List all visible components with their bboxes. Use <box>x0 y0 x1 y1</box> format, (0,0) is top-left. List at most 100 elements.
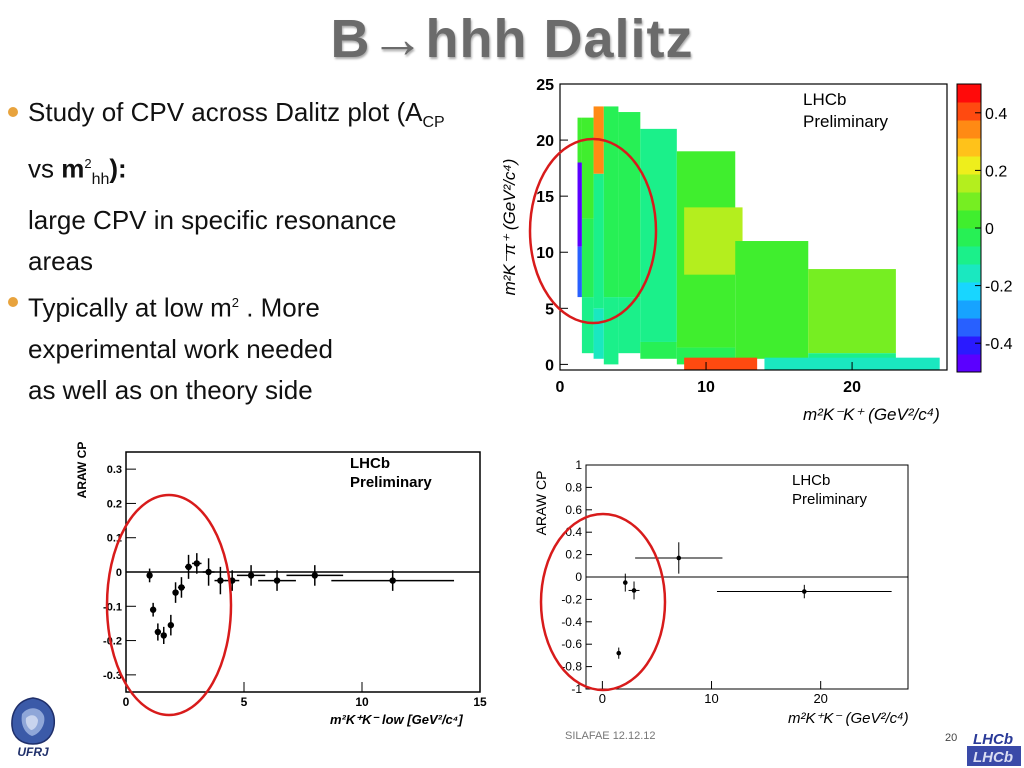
bullet-list: Study of CPV across Dalitz plot (ACP vs … <box>8 92 548 411</box>
y-tick-label: 0.2 <box>107 498 122 510</box>
colorbar-tick-label: 0.2 <box>985 163 1007 180</box>
heatmap-cell <box>735 241 809 359</box>
colorbar-segment <box>957 354 981 373</box>
heatmap-cell <box>640 341 677 359</box>
chart-label: LHCb <box>350 455 390 472</box>
heatmap-cell <box>603 106 619 298</box>
data-point <box>273 577 281 584</box>
y-tick-label: 15 <box>536 189 554 206</box>
y-tick-label: 0.3 <box>107 464 122 476</box>
bullet-text: . More <box>238 292 320 323</box>
bullet-item: Study of CPV across Dalitz plot (ACP vs … <box>8 92 548 282</box>
acp-vs-mkk-chart: 0 10 20 1 0.8 0.6 0.4 0.2 0 -0.2 -0.4 -0.6 -0.8 -1 LHC… <box>533 458 909 727</box>
y-tick-label: 0 <box>545 357 554 374</box>
data-point <box>154 628 162 636</box>
data-point <box>160 632 167 639</box>
y-tick-label: 10 <box>536 245 554 262</box>
x-tick-label: 10 <box>697 379 715 396</box>
bullet-text: large CPV in specific resonance <box>28 205 397 236</box>
colorbar-segment <box>957 264 981 283</box>
x-tick-label: 15 <box>473 695 487 709</box>
lhcb-logo: LHCb LHCb <box>965 728 1023 768</box>
bullet-text: as well as on theory side <box>28 374 313 405</box>
colorbar-tick-label: -0.2 <box>985 279 1013 296</box>
data-point <box>205 568 212 576</box>
heatmap-cell <box>808 269 896 354</box>
plot-border <box>559 83 948 371</box>
bullet-bold: m <box>61 153 85 184</box>
x-axis-label: m²K⁺K⁻ (GeV²/c⁴) <box>788 710 909 727</box>
y-tick-label: 1 <box>575 458 582 472</box>
svg-text:LHCb: LHCb <box>973 749 1013 766</box>
colorbar-segment <box>957 156 981 175</box>
data-point <box>217 577 224 584</box>
data-point <box>616 650 622 656</box>
y-tick-label: -0.2 <box>561 592 582 606</box>
y-tick-label: 25 <box>536 77 554 94</box>
chart-label: Preliminary <box>350 474 432 491</box>
chart-label: Preliminary <box>792 491 868 508</box>
x-tick-label: 5 <box>241 695 248 709</box>
acp-vs-mkk-low-chart: 0 5 10 150.30.20.10-0.1-0.2-0.3LHCbPrelimin… <box>75 442 487 727</box>
footer-date: SILAFAE 12.12.12 <box>565 730 656 742</box>
data-point <box>167 621 175 629</box>
x-tick-label: 20 <box>843 379 861 396</box>
chart-label: LHCb <box>803 90 846 109</box>
heatmap-cell <box>640 128 677 342</box>
data-point <box>247 572 255 579</box>
data-point <box>676 555 682 561</box>
data-point <box>193 560 200 567</box>
heatmap-cell <box>603 297 619 365</box>
bullet-subscript: CP <box>422 114 445 132</box>
y-tick-label: 20 <box>536 133 554 150</box>
y-tick-label: 0.2 <box>565 548 582 562</box>
colorbar-tick-label: 0.4 <box>985 106 1007 123</box>
y-tick-label: -0.3 <box>103 670 122 682</box>
heatmap-cell <box>581 117 594 219</box>
heatmap-cell <box>581 297 594 354</box>
data-point <box>622 580 628 585</box>
colorbar-tick-label: -0.4 <box>985 336 1013 353</box>
data-point <box>311 572 318 579</box>
data-point <box>146 572 153 579</box>
bullet-text: areas <box>28 246 94 277</box>
y-axis-label: m²K⁻π⁺ (GeV²/c⁴) <box>500 159 519 296</box>
y-axis-label: ARAW CP <box>533 471 549 536</box>
chart-label: LHCb <box>792 472 830 489</box>
y-tick-label: -1 <box>571 682 582 696</box>
y-tick-label: 0 <box>116 567 122 579</box>
svg-text:LHCb: LHCb <box>973 731 1013 748</box>
heatmap-cell <box>684 357 758 370</box>
x-tick-label: 20 <box>813 691 827 706</box>
y-tick-label: 5 <box>545 301 554 318</box>
colorbar-segment <box>957 282 981 301</box>
bullet-subscript: hh <box>91 171 110 189</box>
bullet-superscript: 2 <box>231 295 239 311</box>
y-tick-label: 0 <box>575 570 582 584</box>
annotation-ellipse <box>528 137 658 325</box>
y-tick-label: -0.4 <box>561 615 582 629</box>
colorbar-segment <box>957 300 981 319</box>
bullet-text: vs <box>28 153 62 184</box>
data-point <box>802 589 807 594</box>
annotation-ellipse <box>539 512 667 692</box>
bullet-dot-icon <box>8 297 18 308</box>
data-point <box>389 577 396 584</box>
colorbar-segment <box>957 120 981 139</box>
colorbar-segment <box>957 102 981 121</box>
data-point <box>149 606 157 613</box>
colorbar-segment <box>957 246 981 265</box>
bullet-text: Study of CPV across Dalitz plot (A <box>28 97 423 127</box>
chart-label: Preliminary <box>803 112 889 131</box>
y-tick-label: 0.6 <box>565 503 582 517</box>
heatmap-cell <box>577 246 582 298</box>
slide-title: B→hhh Dalitz <box>330 9 694 69</box>
colorbar-segment <box>957 138 981 157</box>
colorbar-segment <box>957 84 981 103</box>
svg-text:UFRJ: UFRJ <box>17 745 49 758</box>
heatmap-cell <box>618 112 641 298</box>
annotation-ellipse <box>105 493 233 717</box>
colorbar-tick-label: 0 <box>985 221 994 238</box>
colorbar-segment <box>957 336 981 355</box>
heatmap-cell <box>577 162 582 247</box>
